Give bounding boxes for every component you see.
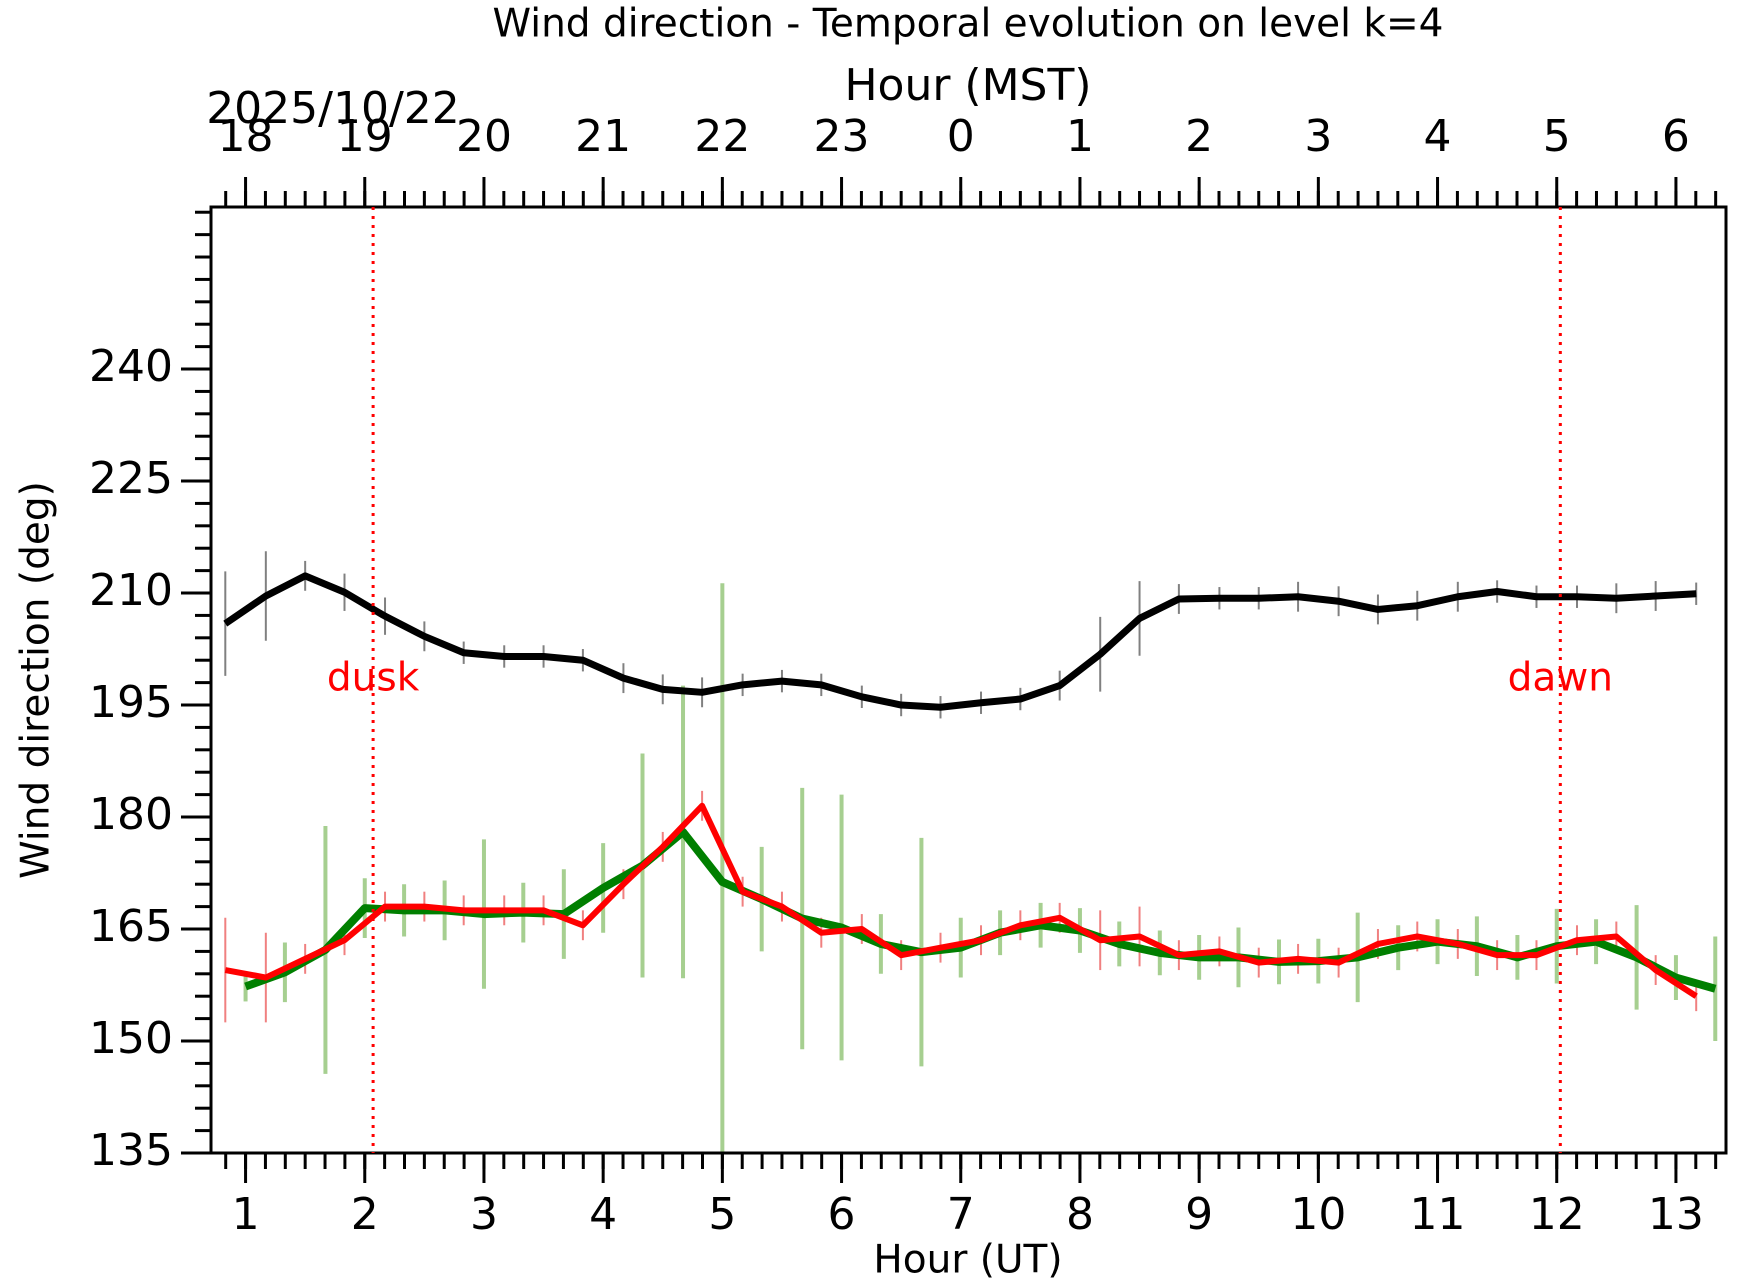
y-tick-label: 150 [89,1013,173,1064]
x-tick-label: 12 [1529,1189,1585,1240]
x-tick-label: 9 [1185,1189,1213,1240]
plot-frame [209,205,1728,1155]
x2-tick-label: 18 [218,111,274,162]
y-tick-label: 135 [89,1125,173,1176]
x2-tick-label: 22 [694,111,750,162]
marker-label: dusk [327,656,420,701]
y-tick-label: 210 [89,565,173,616]
y-tick-label: 225 [89,453,173,504]
plot-area [223,551,1718,1153]
x2-tick-label: 19 [337,111,393,162]
x-tick-label: 1 [232,1189,260,1240]
y-tick-label: 240 [89,341,173,392]
x2-tick-label: 1 [1066,111,1094,162]
x2-tick-label: 21 [575,111,631,162]
x2-tick-label: 20 [456,111,512,162]
x-tick-label: 4 [589,1189,617,1240]
x-tick-label: 10 [1290,1189,1346,1240]
x-tick-label: 11 [1410,1189,1466,1240]
x2-tick-label: 2 [1185,111,1213,162]
x2-tick-label: 5 [1543,111,1571,162]
series-line [224,802,1698,999]
series-line [223,572,1697,711]
x2-tick-label: 3 [1304,111,1332,162]
x-axis-label: Hour (UT) [873,1238,1062,1282]
x2-tick-label: 23 [814,111,870,162]
x-tick-label: 7 [947,1189,975,1240]
x-tick-label: 13 [1648,1189,1704,1240]
date-label: 2025/10/22 [206,83,460,134]
chart-title: Wind direction - Temporal evolution on l… [493,2,1444,47]
marker-label: dawn [1508,656,1613,701]
y-tick-label: 165 [89,901,173,952]
y-tick-label: 180 [89,789,173,840]
x-tick-label: 5 [708,1189,736,1240]
y-tick-label: 195 [89,677,173,728]
y-axis-label: Wind direction (deg) [14,481,59,879]
x-tick-label: 3 [470,1189,498,1240]
x2-tick-label: 4 [1424,111,1452,162]
x-tick-label: 8 [1066,1189,1094,1240]
x-tick-label: 6 [828,1189,856,1240]
x2-tick-label: 0 [947,111,975,162]
x2-tick-label: 6 [1662,111,1690,162]
x-tick-label: 2 [351,1189,379,1240]
x2-axis-label: Hour (MST) [844,60,1091,111]
